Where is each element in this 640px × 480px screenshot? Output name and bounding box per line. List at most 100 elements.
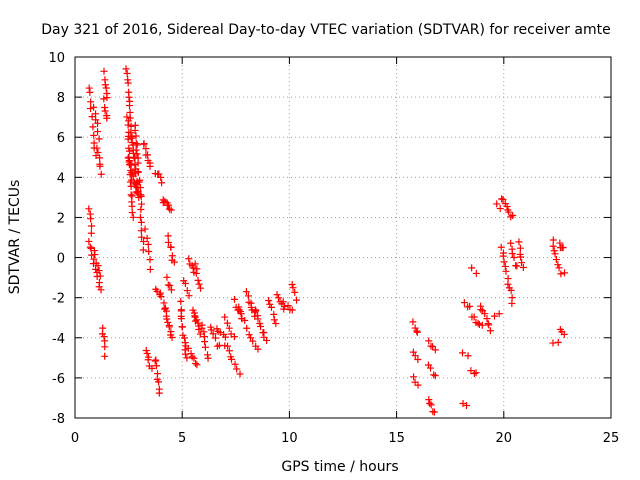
data-point xyxy=(86,88,94,96)
data-point xyxy=(225,324,233,332)
data-point xyxy=(273,291,281,299)
data-point xyxy=(167,243,175,251)
data-point xyxy=(472,269,480,277)
data-point xyxy=(92,265,100,273)
data-point xyxy=(272,320,280,328)
data-point xyxy=(145,247,153,255)
data-point xyxy=(498,195,506,203)
data-point xyxy=(508,299,516,307)
data-point xyxy=(275,294,283,302)
data-point xyxy=(127,161,135,169)
data-point xyxy=(549,242,557,250)
data-point xyxy=(89,123,97,131)
data-point xyxy=(138,233,146,241)
data-point xyxy=(288,306,296,314)
data-point xyxy=(265,296,273,304)
data-point xyxy=(140,140,148,148)
data-point xyxy=(430,408,438,416)
data-point xyxy=(137,227,145,235)
data-point xyxy=(151,357,159,365)
data-point xyxy=(414,356,422,364)
data-point xyxy=(185,292,193,300)
data-point xyxy=(97,286,105,294)
data-point xyxy=(556,239,564,247)
data-point xyxy=(192,269,200,277)
y-tick-label: -2 xyxy=(52,292,65,307)
y-tick-label: 10 xyxy=(48,51,65,66)
data-point xyxy=(127,160,135,168)
data-point xyxy=(427,401,435,409)
data-point xyxy=(94,128,102,136)
data-point xyxy=(97,170,105,178)
data-point xyxy=(129,213,137,221)
data-point xyxy=(144,240,152,248)
data-point xyxy=(166,282,174,290)
data-point xyxy=(460,299,468,307)
x-tick-label: 10 xyxy=(281,431,298,446)
data-point xyxy=(559,244,567,252)
data-point xyxy=(551,250,559,258)
data-point xyxy=(505,208,513,216)
data-point xyxy=(478,321,486,329)
data-point xyxy=(127,191,135,199)
data-point xyxy=(101,343,109,351)
data-point xyxy=(293,296,301,304)
data-point xyxy=(167,286,175,294)
data-point xyxy=(165,323,173,331)
data-point xyxy=(490,312,498,320)
data-point xyxy=(94,148,102,156)
data-point xyxy=(87,215,95,223)
data-point xyxy=(288,280,296,288)
data-point xyxy=(123,69,131,77)
data-point xyxy=(177,315,185,323)
data-point xyxy=(142,145,150,153)
data-point xyxy=(189,264,197,272)
data-point xyxy=(279,298,287,306)
data-point xyxy=(191,260,199,268)
data-point xyxy=(560,330,568,338)
data-point xyxy=(496,205,504,213)
data-point xyxy=(231,360,239,368)
data-point xyxy=(493,200,501,208)
data-point xyxy=(500,258,508,266)
data-point xyxy=(474,319,482,327)
data-point xyxy=(483,315,491,323)
data-point xyxy=(510,254,518,262)
data-point xyxy=(502,267,510,275)
data-point xyxy=(128,168,136,176)
data-point xyxy=(235,303,243,311)
data-point xyxy=(139,246,147,254)
data-point xyxy=(96,154,104,162)
data-point xyxy=(146,265,154,273)
data-point xyxy=(103,114,111,122)
y-tick-label: 8 xyxy=(57,91,65,106)
data-point xyxy=(168,333,176,341)
data-point xyxy=(124,135,132,143)
data-point xyxy=(128,209,136,217)
data-point xyxy=(201,343,209,351)
data-point xyxy=(132,132,140,140)
x-tick-label: 25 xyxy=(603,431,620,446)
data-point xyxy=(236,370,244,378)
data-point xyxy=(181,279,189,287)
data-points xyxy=(85,65,569,416)
data-point xyxy=(509,211,517,219)
data-point xyxy=(224,342,232,350)
data-point xyxy=(128,202,136,210)
data-point xyxy=(212,334,220,342)
data-point xyxy=(467,367,475,375)
data-point xyxy=(137,205,145,213)
data-point xyxy=(133,189,141,197)
data-point xyxy=(249,337,257,345)
data-point xyxy=(137,218,145,226)
data-point xyxy=(242,288,250,296)
data-point xyxy=(414,381,422,389)
data-point xyxy=(245,331,253,339)
data-point xyxy=(495,310,503,318)
data-point xyxy=(508,250,516,258)
data-point xyxy=(129,172,137,180)
data-point xyxy=(87,98,95,106)
data-point xyxy=(413,327,421,335)
data-point xyxy=(561,269,569,277)
data-point xyxy=(499,196,507,204)
